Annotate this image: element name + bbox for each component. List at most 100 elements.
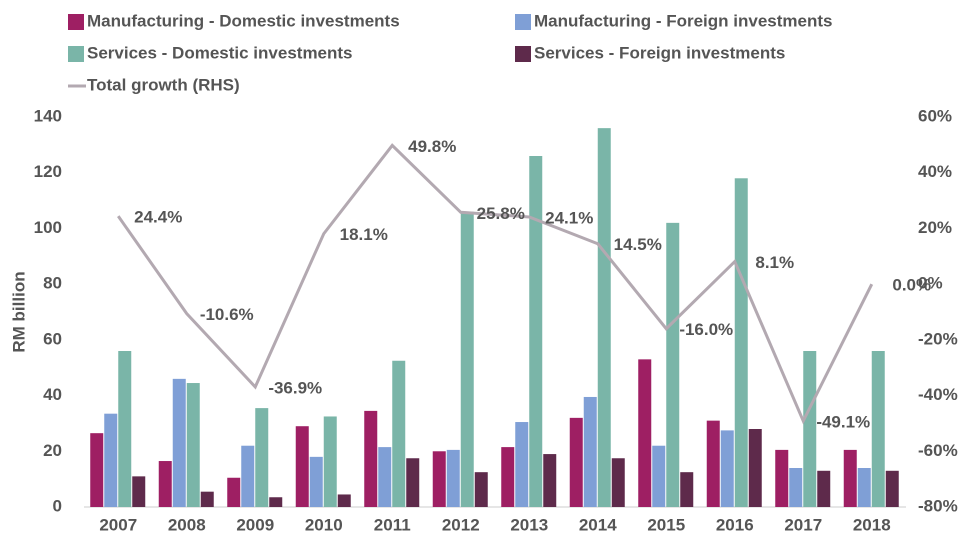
data-label: 18.1% <box>340 225 388 244</box>
y-tick-label: 0 <box>53 496 62 515</box>
bar <box>857 468 871 507</box>
data-label: 49.8% <box>408 137 456 156</box>
bar <box>775 449 789 507</box>
legend-swatch <box>515 46 531 62</box>
y2-tick-label: 40% <box>918 162 952 181</box>
x-tick-label: 2014 <box>579 515 617 534</box>
bar <box>406 458 420 507</box>
bar <box>666 222 680 507</box>
y-tick-label: 120 <box>34 162 62 181</box>
legend-label: Manufacturing - Domestic investments <box>87 11 400 30</box>
bar <box>446 449 460 507</box>
bar <box>597 128 611 507</box>
data-label: -36.9% <box>268 378 322 397</box>
bar <box>583 396 597 507</box>
legend-label: Services - Domestic investments <box>87 43 353 62</box>
legend-label: Manufacturing - Foreign investments <box>534 11 832 30</box>
y2-tick-label: 0% <box>918 274 943 293</box>
x-tick-label: 2017 <box>784 515 822 534</box>
y-tick-label: 140 <box>34 106 62 125</box>
x-tick-label: 2018 <box>853 515 891 534</box>
bar <box>269 497 283 507</box>
y2-tick-label: -60% <box>918 441 958 460</box>
bar <box>364 410 378 507</box>
bar <box>706 420 720 507</box>
bar <box>227 477 241 507</box>
bar <box>392 360 406 507</box>
y-tick-label: 100 <box>34 218 62 237</box>
bar <box>543 454 557 507</box>
bar <box>734 178 748 508</box>
bar <box>817 470 831 507</box>
bar <box>885 470 899 507</box>
x-tick-label: 2011 <box>374 515 411 534</box>
data-label: 8.1% <box>755 253 794 272</box>
y-tick-label: 80 <box>43 274 62 293</box>
bar <box>90 433 104 507</box>
bar <box>460 211 474 507</box>
x-tick-label: 2010 <box>305 515 343 534</box>
bar <box>680 472 694 507</box>
bar <box>843 449 857 507</box>
data-label: 24.4% <box>134 208 182 227</box>
y2-tick-label: -80% <box>918 496 958 515</box>
bar <box>323 416 337 507</box>
line <box>117 143 874 425</box>
data-label: 25.8% <box>477 204 525 223</box>
data-label: -49.1% <box>816 412 870 431</box>
bar <box>241 445 255 507</box>
bar <box>186 383 200 507</box>
legend-label: Services - Foreign investments <box>534 43 785 62</box>
bar <box>309 456 323 507</box>
bar <box>295 426 309 507</box>
bar <box>515 422 529 507</box>
legend-swatch <box>68 14 84 30</box>
bar <box>871 351 885 507</box>
y2-tick-label: 20% <box>918 218 952 237</box>
bar <box>529 156 543 507</box>
bar <box>104 413 118 507</box>
data-label: 0.0% <box>892 276 931 295</box>
legend-swatch <box>68 46 84 62</box>
bar <box>748 429 762 507</box>
bar <box>432 451 446 507</box>
bar <box>378 447 392 507</box>
bar <box>789 468 803 507</box>
bar <box>803 351 817 507</box>
bar <box>132 476 146 507</box>
bar <box>720 430 734 507</box>
y2-tick-label: -20% <box>918 329 958 348</box>
y2-tick-label: 60% <box>918 106 952 125</box>
legend-label: Total growth (RHS) <box>87 75 240 94</box>
data-label: -16.0% <box>679 320 733 339</box>
y-tick-label: 20 <box>43 441 62 460</box>
bar <box>158 461 172 507</box>
bar <box>501 447 515 507</box>
x-tick-label: 2016 <box>716 515 754 534</box>
y2-tick-label: -40% <box>918 385 958 404</box>
bar <box>172 378 186 507</box>
bar <box>200 491 214 507</box>
y-tick-label: 60 <box>43 329 62 348</box>
x-tick-label: 2015 <box>647 515 685 534</box>
bar <box>652 445 666 507</box>
x-tick-label: 2013 <box>510 515 548 534</box>
x-tick-label: 2012 <box>442 515 480 534</box>
x-tick-label: 2007 <box>99 515 137 534</box>
data-label: -10.6% <box>200 305 254 324</box>
bar <box>337 494 351 507</box>
bar <box>569 417 583 507</box>
x-tick-label: 2008 <box>168 515 206 534</box>
x-tick-label: 2009 <box>236 515 274 534</box>
bar <box>474 472 488 507</box>
data-label: 24.1% <box>545 208 593 227</box>
y-tick-label: 40 <box>43 385 62 404</box>
bar <box>611 458 625 507</box>
data-label: 14.5% <box>614 235 662 254</box>
bar <box>255 408 269 507</box>
y-axis-title: RM billion <box>9 271 28 352</box>
bar <box>638 359 652 507</box>
bar <box>118 351 132 507</box>
legend-swatch <box>515 14 531 30</box>
